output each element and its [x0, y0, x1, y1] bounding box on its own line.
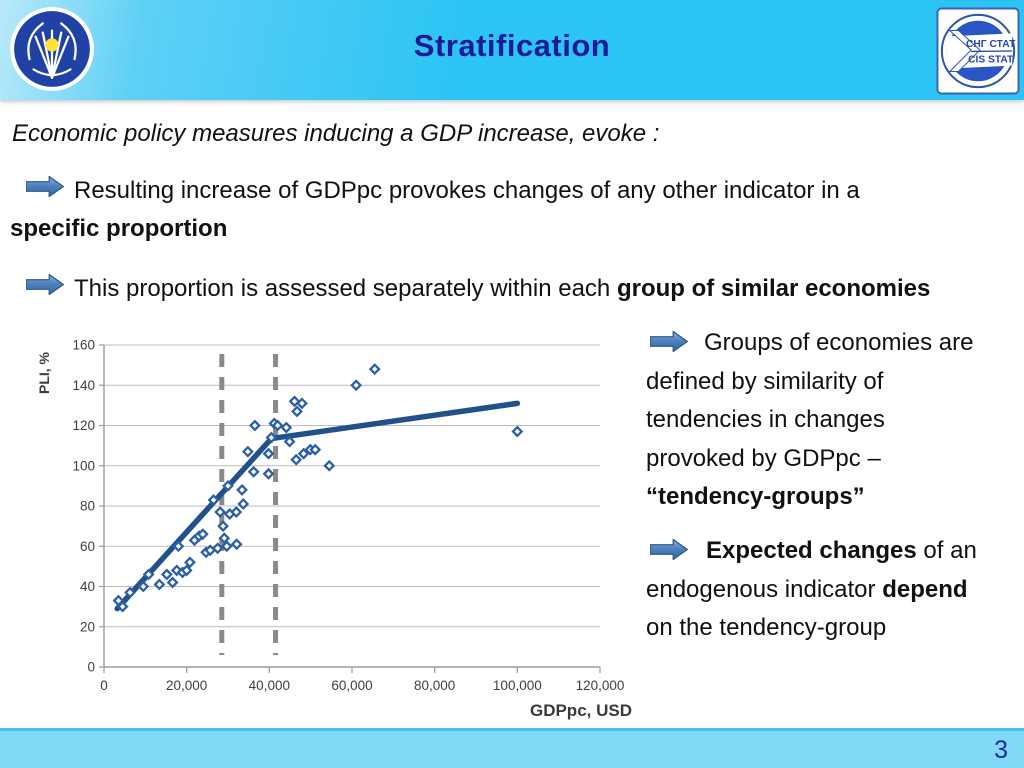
svg-text:20: 20 [80, 619, 95, 634]
svg-text:60: 60 [80, 539, 95, 554]
svg-text:80: 80 [80, 499, 95, 514]
svg-text:20,000: 20,000 [166, 678, 207, 693]
svg-text:120: 120 [72, 418, 95, 433]
arrow-right-icon [26, 176, 64, 197]
svg-text:0: 0 [100, 678, 108, 693]
right-block-tendency-groups: Groups of economies are defined by simila… [646, 324, 1020, 517]
bullet-group-of-economies: This proportion is assessed separately w… [10, 270, 996, 308]
cis-emblem-logo [10, 7, 94, 91]
bullet-text: Resulting increase of GDPpc provokes cha… [10, 177, 860, 242]
logo-text-ru: СНГ СТАТ [966, 39, 1016, 50]
svg-text:160: 160 [72, 338, 95, 353]
svg-text:80,000: 80,000 [414, 678, 455, 693]
intro-text: Economic policy measures inducing a GDP … [12, 120, 660, 147]
chart-x-axis-title: GDPpc, USD [529, 701, 632, 720]
right-block-text: Groups of economies are defined by simila… [646, 329, 974, 510]
slide-title: Stratification [413, 28, 611, 63]
svg-text:60,000: 60,000 [331, 678, 372, 693]
slide-header: Stratification СНГ СТАТ CIS STAT [0, 0, 1024, 100]
svg-text:40: 40 [80, 579, 95, 594]
arrow-right-icon [26, 274, 64, 295]
page-number: 3 [994, 736, 1008, 764]
svg-text:100: 100 [72, 458, 95, 473]
arrow-right-icon [650, 331, 688, 352]
arrow-right-icon [650, 539, 688, 560]
scatter-chart: 0 20 40 60 80 100 120 140 160 0 20,000 40,000 60,000… [72, 338, 625, 694]
slide-footer: 3 [0, 728, 1024, 768]
svg-text:0: 0 [87, 660, 95, 675]
bullet-specific-proportion: Resulting increase of GDPpc provokes cha… [10, 172, 996, 248]
svg-text:140: 140 [72, 378, 95, 393]
right-block-text: Expected changes of an endogenous indicat… [646, 537, 977, 641]
sun-icon [45, 38, 59, 52]
svg-text:120,000: 120,000 [576, 678, 625, 693]
bullet-text: This proportion is assessed separately w… [74, 275, 931, 302]
svg-text:40,000: 40,000 [249, 678, 290, 693]
logo-text-en: CIS STAT [968, 55, 1014, 66]
right-block-expected-changes: Expected changes of an endogenous indicat… [646, 532, 1020, 648]
svg-text:100,000: 100,000 [493, 678, 542, 693]
cis-stat-logo: СНГ СТАТ CIS STAT [936, 7, 1020, 95]
